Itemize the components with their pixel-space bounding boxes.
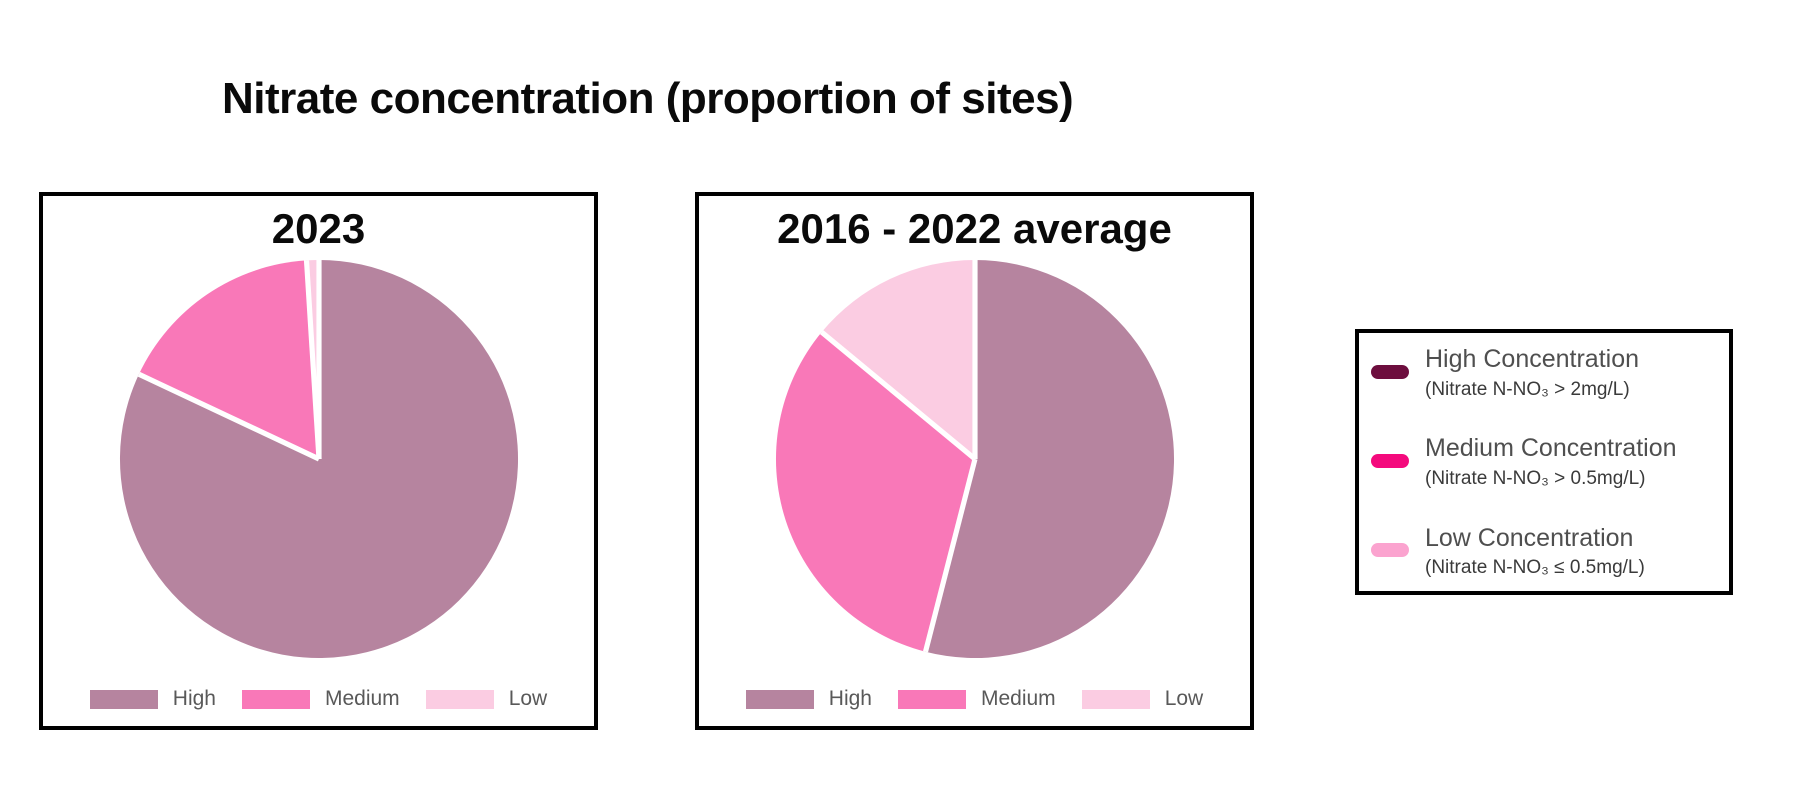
low-swatch xyxy=(1081,689,1150,709)
legend-sublabel-low: (Nitrate N-NO₃ ≤ 0.5mg/L) xyxy=(1425,557,1645,578)
legend-item-label: High xyxy=(172,687,216,710)
slice-separator xyxy=(137,372,320,462)
legend-sublabel-high: (Nitrate N-NO₃ > 2mg/L) xyxy=(1425,378,1630,400)
legend-item-label: High xyxy=(828,687,872,710)
pie-slice-low xyxy=(821,260,975,460)
legend-item-high: High xyxy=(745,687,872,711)
pie-slice-high xyxy=(925,260,1174,659)
medium-swatch xyxy=(897,689,966,709)
slice-separator xyxy=(819,330,977,462)
pie-chart-2016-2022 xyxy=(775,260,1174,659)
legend-row-high: High Concentration (Nitrate N-NO₃ > 2mg/… xyxy=(1371,343,1713,401)
slice-separator xyxy=(303,260,322,460)
high-swatch xyxy=(745,689,814,709)
legend-item-low: Low xyxy=(1081,687,1204,711)
legend-label-medium: Medium Concentration xyxy=(1425,434,1677,463)
chart-box-2023: 2023 High Medium Low xyxy=(39,192,598,730)
page-title: Nitrate concentration (proportion of sit… xyxy=(222,74,1074,123)
medium-concentration-pill xyxy=(1371,454,1409,468)
pie-chart-2023 xyxy=(119,260,518,659)
pie-slice-medium xyxy=(775,332,975,652)
legend-row-low: Low Concentration (Nitrate N-NO₃ ≤ 0.5mg… xyxy=(1371,522,1713,580)
legend-item-label: Medium xyxy=(980,687,1056,710)
low-concentration-pill xyxy=(1371,543,1409,558)
pie-legend-2023: High Medium Low xyxy=(89,687,548,711)
legend-item-label: Low xyxy=(1164,687,1204,710)
high-concentration-pill xyxy=(1371,364,1409,379)
legend-row-medium: Medium Concentration (Nitrate N-NO₃ > 0.… xyxy=(1371,432,1713,490)
pie-legend-2016-2022: High Medium Low xyxy=(745,687,1204,711)
legend-item-label: Medium xyxy=(324,687,400,710)
legend-item-medium: Medium xyxy=(897,687,1056,711)
legend-item-high: High xyxy=(89,687,216,711)
pie-slice-medium xyxy=(138,260,319,460)
chart-box-2016-2022: 2016 - 2022 average High Medium Low xyxy=(695,192,1254,730)
legend-item-label: Low xyxy=(508,687,548,710)
medium-swatch xyxy=(241,689,310,709)
high-swatch xyxy=(89,689,158,709)
legend-sublabel-medium: (Nitrate N-NO₃ > 0.5mg/L) xyxy=(1425,467,1646,489)
legend-item-low: Low xyxy=(425,687,548,711)
chart-title-2023: 2023 xyxy=(271,205,366,252)
chart-title-2016-2022: 2016 - 2022 average xyxy=(777,205,1172,252)
slice-separator xyxy=(922,458,978,653)
low-swatch xyxy=(425,689,494,709)
legend-label-low: Low Concentration xyxy=(1425,523,1634,552)
legend-panel: High Concentration (Nitrate N-NO₃ > 2mg/… xyxy=(1355,329,1733,595)
legend-item-medium: Medium xyxy=(241,687,400,711)
legend-label-high: High Concentration xyxy=(1425,345,1640,373)
